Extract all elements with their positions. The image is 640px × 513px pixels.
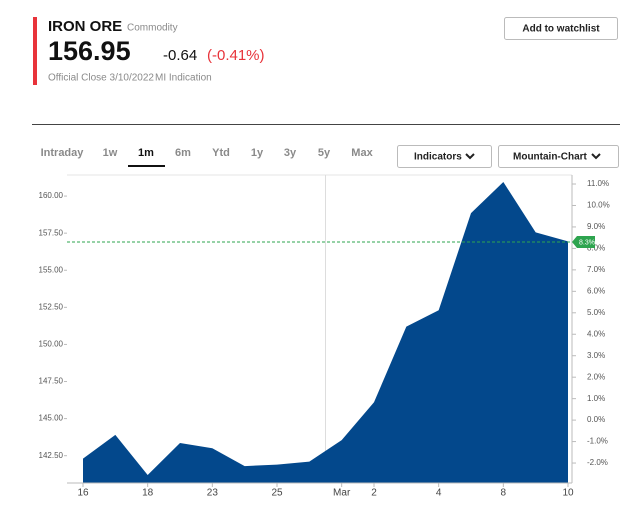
range-tab[interactable]: 1y [251, 147, 264, 159]
x-tick-label: 4 [436, 488, 442, 499]
x-tick-label: 23 [207, 488, 219, 499]
range-tab[interactable]: 1m [138, 147, 154, 159]
y-tick-label: 157.50 [39, 228, 64, 237]
y-tick-label: 160.00 [39, 191, 64, 200]
price-change: -0.64 [163, 47, 197, 64]
chart: 142.50 145.00 147.50 150.00 152.50 155.00 157.… [39, 174, 610, 499]
y-tick-label: 142.50 [39, 451, 64, 460]
y-tick-label: 150.00 [39, 340, 64, 349]
x-tick-label: 2 [371, 488, 377, 499]
price: 156.95 [48, 36, 131, 66]
chevron-icon [465, 153, 475, 160]
y2-tick-label: 6.0% [587, 286, 605, 295]
x-tick-label: Mar [333, 488, 351, 499]
range-tabs: Intraday 1w 1m 6m Ytd 1y 3y 5y Max [41, 147, 374, 167]
range-tab[interactable]: Ytd [212, 147, 230, 159]
chart-type-dropdown[interactable] [498, 145, 619, 168]
y-tick-label: 155.00 [39, 265, 64, 274]
x-tick-label: 18 [142, 488, 154, 499]
chart-type-dropdown-label[interactable]: Mountain-Chart [513, 152, 588, 163]
range-tab[interactable]: 5y [318, 147, 331, 159]
close-info: Official Close 3/10/2022 [48, 73, 154, 84]
commodity-title: IRON ORE [48, 18, 122, 35]
watchlist-button[interactable] [504, 17, 618, 40]
indicators-dropdown-label[interactable]: Indicators [414, 152, 462, 163]
reference-label: 8.3% [579, 239, 595, 246]
y-tick-label: 152.50 [39, 302, 64, 311]
y2-tick-label: 11.0% [587, 179, 609, 188]
y-tick-label: 145.00 [39, 414, 64, 423]
y2-tick-label: 2.0% [587, 372, 605, 381]
x-tick-label: 25 [271, 488, 283, 499]
x-tick-label: 8 [501, 488, 507, 499]
reference-badge [572, 235, 595, 248]
indication: MI Indication [155, 73, 212, 84]
y2-tick-label: 10.0% [587, 201, 610, 210]
y2-tick-label: 7.0% [587, 265, 605, 274]
y2-tick-label: 0.0% [587, 415, 605, 424]
x-tick-label: 16 [77, 488, 89, 499]
price-change-percent: (-0.41%) [207, 47, 265, 64]
range-tab[interactable]: Max [351, 147, 373, 159]
y2-tick-label: 1.0% [587, 394, 605, 403]
range-tab[interactable]: 3y [284, 147, 297, 159]
y2-tick-label: 8.0% [587, 244, 605, 253]
active-tab-underline [128, 165, 165, 167]
y2-tick-label: 3.0% [587, 351, 605, 360]
y2-tick-label: 9.0% [587, 222, 605, 231]
range-tab[interactable]: Intraday [41, 147, 85, 159]
indicators-dropdown[interactable] [397, 145, 492, 168]
y2-tick-label: -1.0% [587, 437, 608, 446]
watchlist-button-label[interactable]: Add to watchlist [522, 24, 600, 35]
range-tab[interactable]: 6m [175, 147, 191, 159]
y2-tick-label: 4.0% [587, 329, 605, 338]
x-tick-label: 10 [562, 488, 574, 499]
chevron-icon [591, 153, 601, 160]
accent-bar [33, 17, 37, 85]
y-tick-label: 147.50 [39, 377, 64, 386]
range-tab[interactable]: 1w [103, 147, 118, 159]
y2-tick-label: 5.0% [587, 308, 605, 317]
area [83, 181, 568, 483]
commodity-category: Commodity [127, 23, 178, 34]
y2-tick-label: -2.0% [587, 458, 608, 467]
